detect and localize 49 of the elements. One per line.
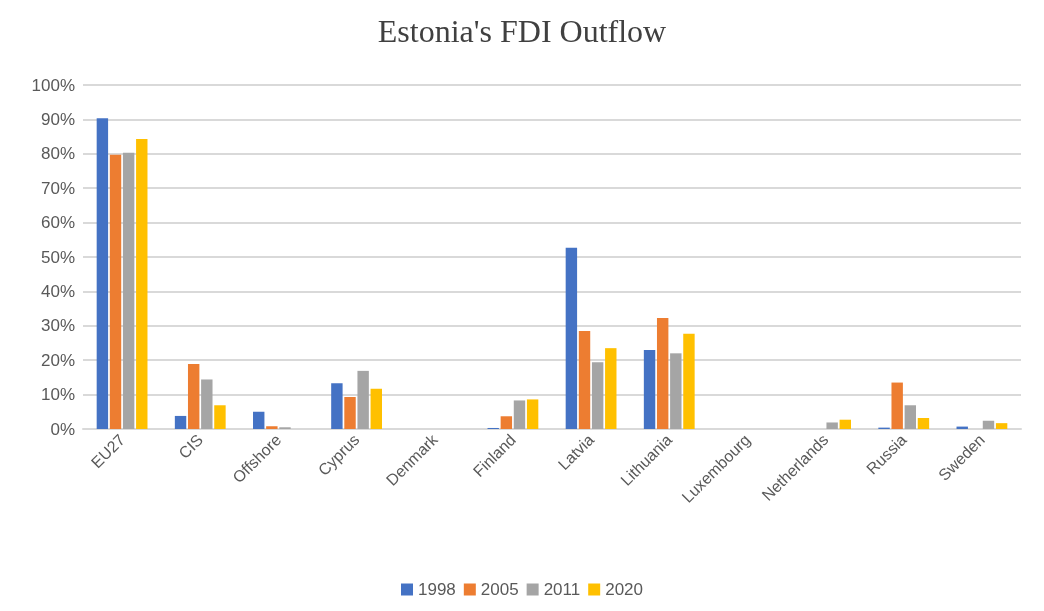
x-tick-label: CIS <box>175 430 207 462</box>
bar <box>656 317 669 429</box>
bar <box>331 383 343 429</box>
bar <box>565 247 578 429</box>
bar <box>891 382 903 429</box>
bar <box>370 388 382 429</box>
y-tick-label: 100% <box>31 75 75 95</box>
y-tick-label: 90% <box>40 109 75 129</box>
bar <box>109 154 122 429</box>
y-tick-label: 60% <box>40 213 75 233</box>
bar <box>591 362 604 429</box>
bar <box>96 118 109 429</box>
bar <box>136 139 148 429</box>
y-tick-label: 20% <box>40 350 75 370</box>
bar <box>201 379 213 429</box>
bar <box>266 426 278 429</box>
y-tick-label: 30% <box>40 316 75 336</box>
y-tick-label: 70% <box>40 178 75 198</box>
bar <box>995 423 1008 429</box>
y-tick-label: 0% <box>50 419 75 439</box>
legend-label: 2005 <box>480 580 519 599</box>
bar <box>187 363 200 429</box>
bar <box>904 405 917 429</box>
bar <box>917 417 930 429</box>
bar <box>122 152 135 429</box>
y-tick-label: 40% <box>40 281 75 301</box>
bar <box>643 349 656 429</box>
bar <box>214 405 226 429</box>
bar <box>253 411 265 429</box>
bar <box>683 333 695 429</box>
bar <box>605 348 617 429</box>
y-tick-label: 10% <box>40 385 75 405</box>
bar <box>500 416 513 429</box>
bar <box>578 330 591 429</box>
bar <box>982 420 995 429</box>
bar <box>344 397 356 429</box>
bar <box>357 370 369 429</box>
bar <box>670 353 682 429</box>
legend-label: 1998 <box>417 580 456 599</box>
bar <box>526 399 539 429</box>
chart-title: Estonia's FDI Outflow <box>377 13 667 49</box>
bar <box>839 419 851 429</box>
bar <box>174 415 187 429</box>
legend-label: 2011 <box>543 580 581 599</box>
bar <box>513 400 526 429</box>
legend-label: 2020 <box>605 580 644 599</box>
y-tick-label: 80% <box>40 144 75 164</box>
y-tick-label: 50% <box>40 247 75 267</box>
bar <box>826 422 838 429</box>
